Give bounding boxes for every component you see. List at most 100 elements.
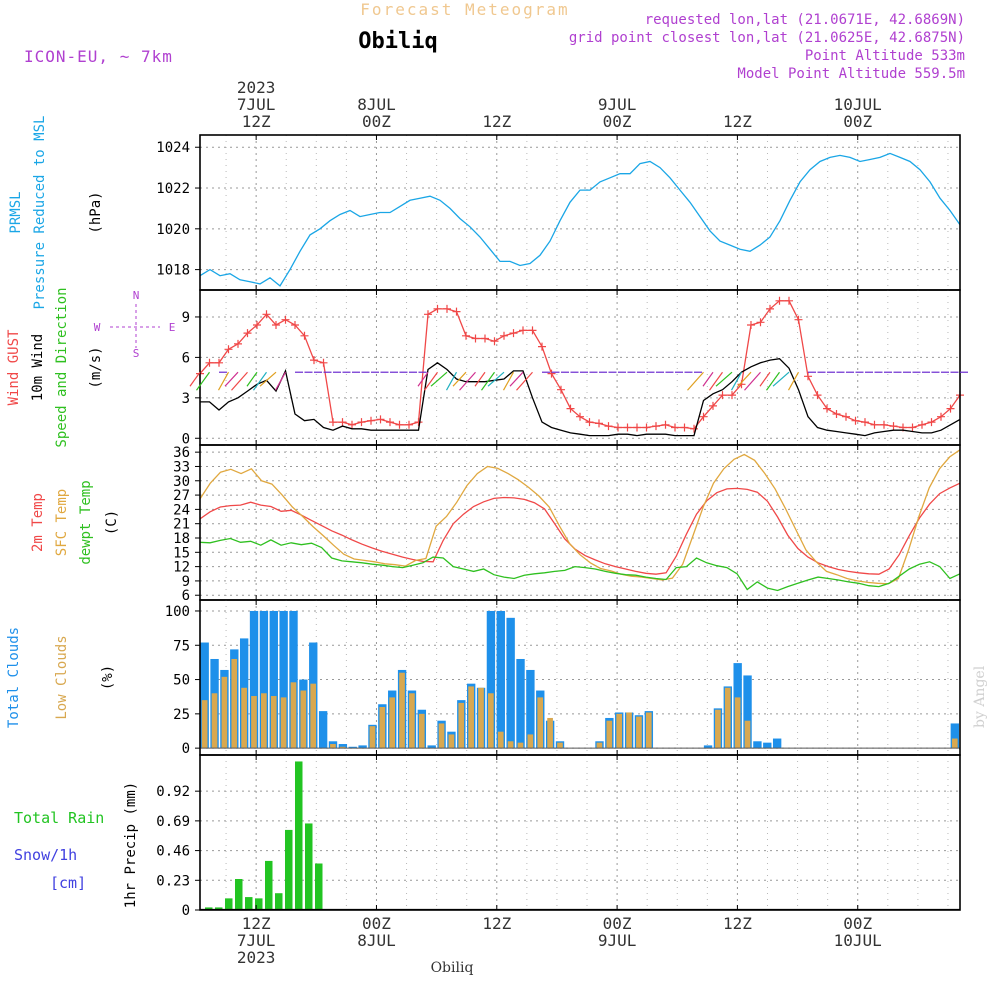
gust-marker (813, 391, 822, 400)
y-tick-label: 21 (173, 517, 190, 533)
low-cloud-bar (507, 741, 514, 749)
total-cloud-bar (427, 745, 436, 749)
low-cloud-bar (418, 713, 425, 749)
y-axis-label: dewpt Temp (78, 480, 94, 564)
low-cloud-bar (221, 676, 228, 749)
total-cloud-bar (506, 617, 515, 749)
low-cloud-bar (339, 746, 346, 749)
gust-marker (224, 345, 233, 354)
low-cloud-bar (389, 697, 396, 749)
gust-marker (680, 423, 689, 432)
y-axis-label: 10m Wind (30, 334, 46, 401)
y-tick-label: 24 (173, 502, 190, 518)
gust-marker (329, 418, 337, 427)
gust-marker (547, 369, 556, 378)
y-axis-label: (m/s) (88, 346, 104, 388)
rain-bar (205, 907, 213, 910)
gust-marker (243, 329, 252, 338)
wind-arrow (487, 371, 505, 387)
gust-marker (528, 326, 537, 335)
low-cloud-bar (290, 682, 297, 749)
low-cloud-bar (596, 742, 603, 749)
y-axis-label: (%) (100, 665, 116, 690)
gust-marker (766, 304, 774, 313)
top-time-label: 8JUL (357, 95, 396, 114)
gust-marker (576, 412, 584, 421)
series-line (200, 358, 961, 437)
low-cloud-bar (606, 720, 613, 749)
wind-arrow (196, 371, 210, 391)
gust-marker (272, 321, 280, 329)
rain-bar (295, 761, 303, 910)
bottom-time-label: 00Z (843, 914, 872, 933)
rain-bar (305, 823, 313, 910)
super-title: Forecast Meteogram (360, 0, 569, 19)
gust-marker (300, 331, 309, 340)
y-tick-label: 18 (173, 531, 190, 547)
y-tick-label: 0.46 (156, 844, 190, 860)
series-line (199, 300, 961, 430)
wind-arrow (417, 371, 429, 387)
low-cloud-bar (517, 742, 524, 749)
y-tick-label: 0 (182, 903, 190, 919)
gust-marker (661, 420, 670, 429)
wind-arrow (231, 371, 248, 391)
top-time-label: 00Z (843, 112, 872, 131)
gust-marker (424, 310, 432, 319)
model-label: ICON-EU, ~ 7km (24, 47, 173, 66)
gust-marker (376, 415, 385, 424)
total-cloud-bar (259, 610, 269, 749)
gust-marker (538, 342, 546, 351)
y-tick-label: 0.23 (156, 873, 190, 889)
wind-arrow (481, 371, 495, 391)
wind-arrow (787, 371, 800, 391)
wind-arrow (502, 371, 515, 391)
wind-arrow (430, 371, 448, 387)
gust-marker (699, 412, 708, 421)
gust-marker (652, 422, 660, 431)
gust-marker (319, 358, 328, 367)
wind-arrow (715, 371, 733, 387)
bottom-time-label: 12Z (242, 914, 271, 933)
total-cloud-bar (753, 741, 762, 749)
gust-marker (490, 337, 499, 346)
series-line (199, 482, 961, 575)
gust-marker (880, 420, 888, 429)
low-cloud-bar (270, 696, 277, 749)
gust-marker (281, 315, 290, 324)
total-cloud-bar (289, 610, 298, 749)
low-cloud-bar (488, 693, 494, 749)
gust-marker (405, 420, 413, 429)
low-cloud-bar (557, 742, 563, 749)
total-cloud-bar (249, 610, 259, 749)
gust-marker (728, 391, 736, 400)
total-cloud-bar (950, 723, 959, 749)
low-cloud-bar (300, 690, 307, 749)
rain-bar (285, 829, 293, 910)
y-axis-label: PRMSL (8, 191, 24, 233)
wind-arrow (274, 371, 287, 391)
low-cloud-bar (211, 693, 218, 749)
total-cloud-bar (338, 744, 348, 749)
wind-panel: 0 3 6 9 Wind GUST 10m Wind Speed and Direction… (6, 287, 968, 448)
series-line (199, 537, 961, 592)
y-tick-label: 6 (182, 350, 190, 366)
y-tick-label: 1018 (156, 263, 190, 279)
gust-marker (937, 412, 945, 421)
low-cloud-bar (241, 687, 247, 749)
gust-marker (566, 404, 575, 413)
wind-arrow (687, 371, 704, 391)
low-cloud-bar (310, 683, 317, 749)
y-tick-label: 0 (182, 431, 190, 447)
gust-marker (946, 404, 955, 413)
wind-arrow (766, 371, 780, 391)
gust-marker (823, 404, 831, 413)
wind-arrow (217, 371, 230, 391)
wind-arrow (730, 371, 743, 391)
y-axis-label: SFC Temp (54, 489, 70, 556)
series-line (199, 152, 961, 287)
total-cloud-bar (318, 711, 328, 749)
y-tick-label: 15 (173, 545, 190, 561)
bottom-time-label: 10JUL (834, 931, 882, 950)
